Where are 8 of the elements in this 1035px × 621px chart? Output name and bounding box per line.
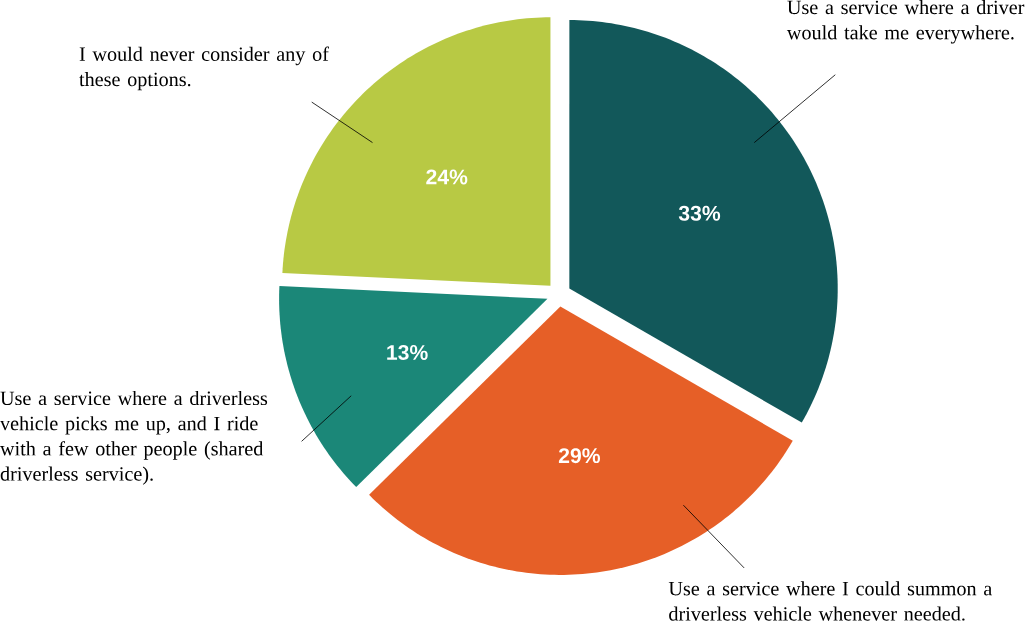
- slice-label: Use a service where a driverless vehicle picks me up, and I ride with a few other people (shared driverless service).: [0, 391, 268, 485]
- data-label: 29%: [558, 448, 601, 464]
- data-label: 24%: [426, 169, 468, 185]
- slice-label: Use a service where I could summon a driverless vehicle whenever needed.: [668, 581, 992, 621]
- slice-label: Use a service where a driver would take me everywhere.: [786, 0, 1025, 44]
- data-label: 33%: [678, 205, 721, 221]
- data-label: 13%: [387, 345, 428, 361]
- slice-label: I would never consider any of these options.: [79, 46, 329, 91]
